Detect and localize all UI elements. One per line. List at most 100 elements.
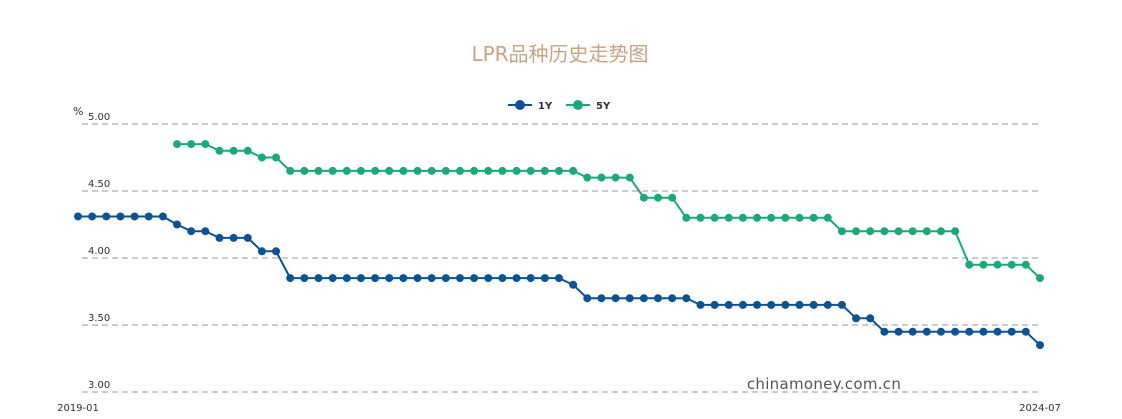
data-point-1y[interactable] xyxy=(738,300,747,309)
data-point-5y[interactable] xyxy=(272,153,281,162)
data-point-5y[interactable] xyxy=(257,153,266,162)
data-point-5y[interactable] xyxy=(738,213,747,222)
data-point-5y[interactable] xyxy=(753,213,762,222)
data-point-1y[interactable] xyxy=(965,327,974,336)
data-point-5y[interactable] xyxy=(837,227,846,236)
legend-item-5y[interactable]: 5Y xyxy=(566,100,611,112)
data-point-5y[interactable] xyxy=(441,166,450,175)
data-point-1y[interactable] xyxy=(470,274,479,283)
data-point-1y[interactable] xyxy=(130,212,139,221)
data-point-5y[interactable] xyxy=(356,166,365,175)
data-point-5y[interactable] xyxy=(852,227,861,236)
data-point-5y[interactable] xyxy=(229,146,238,155)
data-point-5y[interactable] xyxy=(526,166,535,175)
data-point-5y[interactable] xyxy=(724,213,733,222)
data-point-1y[interactable] xyxy=(286,274,295,283)
data-point-5y[interactable] xyxy=(597,173,606,182)
data-point-5y[interactable] xyxy=(908,227,917,236)
data-point-1y[interactable] xyxy=(413,274,422,283)
data-point-1y[interactable] xyxy=(639,294,648,303)
data-point-5y[interactable] xyxy=(993,260,1002,269)
data-point-5y[interactable] xyxy=(328,166,337,175)
data-point-1y[interactable] xyxy=(173,220,182,229)
data-point-5y[interactable] xyxy=(809,213,818,222)
data-point-5y[interactable] xyxy=(455,166,464,175)
data-point-1y[interactable] xyxy=(936,327,945,336)
legend-item-1y[interactable]: 1Y xyxy=(508,100,553,112)
data-point-1y[interactable] xyxy=(555,274,563,283)
data-point-5y[interactable] xyxy=(767,213,776,222)
data-point-5y[interactable] xyxy=(922,227,931,236)
data-point-5y[interactable] xyxy=(936,227,945,236)
data-point-1y[interactable] xyxy=(837,300,846,309)
data-point-5y[interactable] xyxy=(555,166,563,175)
data-point-1y[interactable] xyxy=(371,274,380,283)
data-point-1y[interactable] xyxy=(1036,341,1044,350)
data-point-5y[interactable] xyxy=(625,173,634,182)
data-point-5y[interactable] xyxy=(399,166,408,175)
data-point-1y[interactable] xyxy=(583,294,592,303)
data-point-5y[interactable] xyxy=(639,193,648,202)
data-point-5y[interactable] xyxy=(880,227,889,236)
data-point-5y[interactable] xyxy=(710,213,719,222)
data-point-1y[interactable] xyxy=(951,327,960,336)
data-point-1y[interactable] xyxy=(399,274,408,283)
data-point-5y[interactable] xyxy=(696,213,705,222)
data-point-5y[interactable] xyxy=(413,166,422,175)
data-point-5y[interactable] xyxy=(371,166,380,175)
data-point-1y[interactable] xyxy=(1007,327,1016,336)
data-point-5y[interactable] xyxy=(795,213,804,222)
data-point-1y[interactable] xyxy=(512,274,521,283)
data-point-1y[interactable] xyxy=(880,327,889,336)
data-point-5y[interactable] xyxy=(314,166,323,175)
data-point-1y[interactable] xyxy=(724,300,733,309)
data-point-5y[interactable] xyxy=(682,213,691,222)
data-point-5y[interactable] xyxy=(215,146,224,155)
data-point-1y[interactable] xyxy=(102,212,111,221)
data-point-1y[interactable] xyxy=(484,274,493,283)
data-point-5y[interactable] xyxy=(668,193,677,202)
data-point-1y[interactable] xyxy=(569,280,578,289)
data-point-1y[interactable] xyxy=(767,300,776,309)
data-point-1y[interactable] xyxy=(668,294,677,303)
data-point-5y[interactable] xyxy=(201,140,210,149)
data-point-1y[interactable] xyxy=(356,274,365,283)
data-point-1y[interactable] xyxy=(597,294,606,303)
data-point-1y[interactable] xyxy=(342,274,351,283)
data-point-1y[interactable] xyxy=(753,300,762,309)
data-point-1y[interactable] xyxy=(922,327,931,336)
data-point-1y[interactable] xyxy=(201,227,210,236)
data-point-1y[interactable] xyxy=(809,300,818,309)
data-point-5y[interactable] xyxy=(866,227,875,236)
data-point-1y[interactable] xyxy=(654,294,663,303)
data-point-5y[interactable] xyxy=(965,260,974,269)
data-point-5y[interactable] xyxy=(894,227,903,236)
data-point-1y[interactable] xyxy=(455,274,464,283)
data-point-1y[interactable] xyxy=(498,274,507,283)
data-point-1y[interactable] xyxy=(427,274,436,283)
data-point-1y[interactable] xyxy=(257,247,266,256)
data-point-1y[interactable] xyxy=(215,233,224,242)
data-point-1y[interactable] xyxy=(993,327,1002,336)
data-point-1y[interactable] xyxy=(696,300,705,309)
data-point-5y[interactable] xyxy=(512,166,521,175)
data-point-5y[interactable] xyxy=(498,166,507,175)
data-point-1y[interactable] xyxy=(894,327,903,336)
data-point-1y[interactable] xyxy=(682,294,691,303)
data-point-5y[interactable] xyxy=(1036,274,1044,283)
data-point-1y[interactable] xyxy=(229,233,238,242)
data-point-1y[interactable] xyxy=(710,300,719,309)
data-point-1y[interactable] xyxy=(158,212,167,221)
data-point-5y[interactable] xyxy=(173,140,182,149)
data-point-5y[interactable] xyxy=(1021,260,1030,269)
data-point-5y[interactable] xyxy=(385,166,394,175)
data-point-5y[interactable] xyxy=(243,146,252,155)
data-point-5y[interactable] xyxy=(823,213,832,222)
data-point-5y[interactable] xyxy=(540,166,549,175)
data-point-1y[interactable] xyxy=(272,247,281,256)
data-point-1y[interactable] xyxy=(795,300,804,309)
data-point-1y[interactable] xyxy=(144,212,153,221)
data-point-1y[interactable] xyxy=(625,294,634,303)
data-point-1y[interactable] xyxy=(823,300,832,309)
data-point-1y[interactable] xyxy=(300,274,309,283)
